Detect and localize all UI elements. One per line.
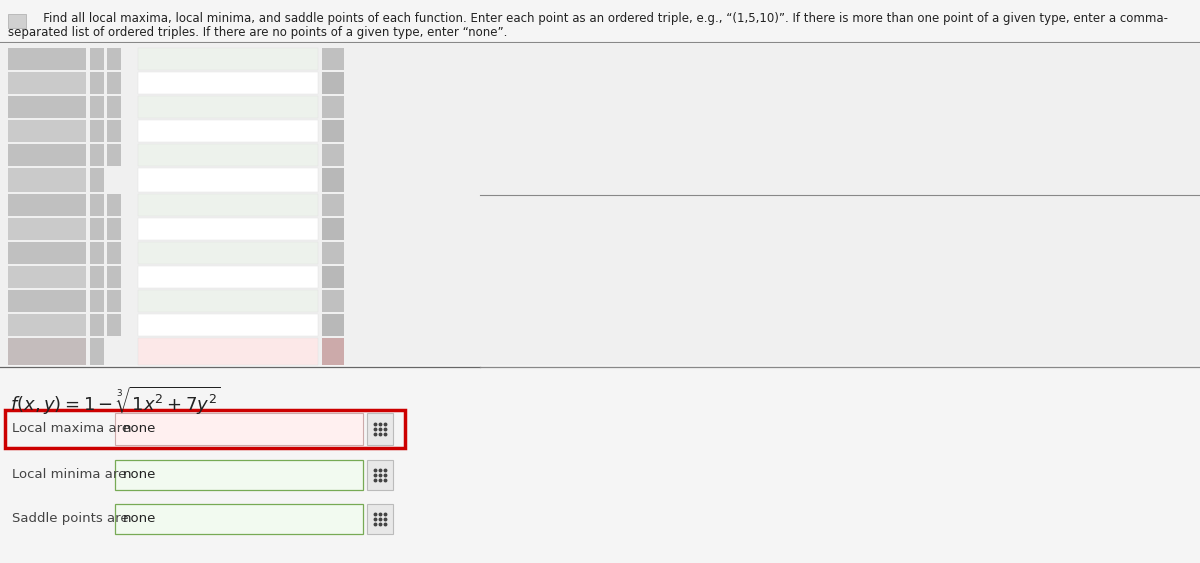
Bar xyxy=(367,504,394,534)
Text: $f(x, y) = 1 - \sqrt[3]{1x^2 + 7y^2}$: $f(x, y) = 1 - \sqrt[3]{1x^2 + 7y^2}$ xyxy=(10,385,221,417)
Bar xyxy=(8,48,86,70)
Bar xyxy=(138,194,318,216)
Bar xyxy=(322,338,344,365)
Bar xyxy=(107,144,121,166)
Text: Local minima are: Local minima are xyxy=(12,468,126,481)
Bar xyxy=(90,194,104,216)
Bar xyxy=(115,460,364,490)
Bar xyxy=(322,120,344,142)
Bar xyxy=(90,314,104,336)
Bar xyxy=(322,96,344,118)
Bar xyxy=(322,290,344,312)
Bar xyxy=(138,242,318,264)
Bar xyxy=(322,48,344,70)
Bar xyxy=(138,96,318,118)
Bar xyxy=(138,290,318,312)
Bar xyxy=(322,242,344,264)
Bar xyxy=(107,242,121,264)
Bar xyxy=(90,96,104,118)
Bar xyxy=(90,120,104,142)
Text: none: none xyxy=(124,467,156,480)
Bar xyxy=(322,218,344,240)
Bar xyxy=(107,96,121,118)
Bar xyxy=(367,413,394,445)
Bar xyxy=(107,48,121,70)
Bar xyxy=(90,72,104,94)
Bar xyxy=(367,460,394,490)
Text: Saddle points are: Saddle points are xyxy=(12,512,128,525)
Text: Local maxima are: Local maxima are xyxy=(12,422,130,435)
Bar xyxy=(8,72,86,94)
Bar xyxy=(8,242,86,264)
Bar xyxy=(8,194,86,216)
Bar xyxy=(107,290,121,312)
Bar xyxy=(8,14,26,28)
Bar xyxy=(8,266,86,288)
Bar xyxy=(8,96,86,118)
Bar xyxy=(107,72,121,94)
Bar xyxy=(138,218,318,240)
Bar xyxy=(8,120,86,142)
Bar xyxy=(8,314,86,336)
Bar xyxy=(0,44,1200,365)
Bar xyxy=(90,266,104,288)
Bar xyxy=(322,194,344,216)
Bar xyxy=(90,218,104,240)
Bar xyxy=(8,168,86,192)
Bar xyxy=(138,120,318,142)
Bar xyxy=(107,266,121,288)
Bar xyxy=(138,314,318,336)
Bar xyxy=(115,413,364,445)
Bar xyxy=(138,338,318,365)
Bar xyxy=(90,338,104,365)
Text: none: none xyxy=(124,422,156,435)
Bar xyxy=(8,338,86,365)
Bar xyxy=(138,72,318,94)
Bar xyxy=(138,168,318,192)
Text: Find all local maxima, local minima, and saddle points of each function. Enter e: Find all local maxima, local minima, and… xyxy=(32,12,1168,25)
Bar xyxy=(8,144,86,166)
Bar xyxy=(107,218,121,240)
Bar xyxy=(322,72,344,94)
Bar xyxy=(90,168,104,192)
Bar xyxy=(90,48,104,70)
Bar xyxy=(138,266,318,288)
Bar xyxy=(107,194,121,216)
Text: separated list of ordered triples. If there are no points of a given type, enter: separated list of ordered triples. If th… xyxy=(8,26,508,39)
Bar xyxy=(90,290,104,312)
Bar xyxy=(115,504,364,534)
Bar xyxy=(90,242,104,264)
Bar xyxy=(107,120,121,142)
Bar xyxy=(322,144,344,166)
Bar xyxy=(322,314,344,336)
Bar xyxy=(90,144,104,166)
Bar xyxy=(138,48,318,70)
Bar xyxy=(138,144,318,166)
Bar xyxy=(322,266,344,288)
Bar xyxy=(8,290,86,312)
Bar xyxy=(5,410,406,448)
Bar xyxy=(107,314,121,336)
Bar xyxy=(322,168,344,192)
Bar xyxy=(8,218,86,240)
Text: none: none xyxy=(124,512,156,525)
